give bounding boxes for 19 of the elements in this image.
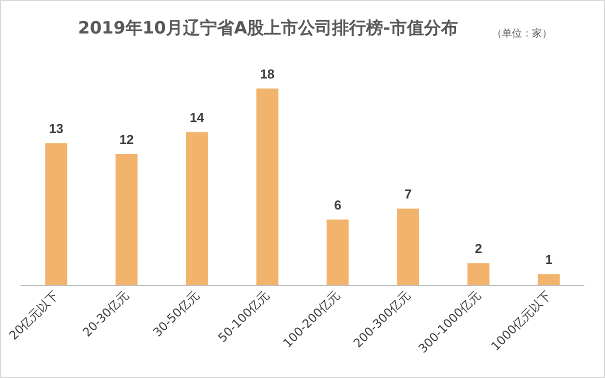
bar <box>45 143 68 285</box>
data-label: 7 <box>404 186 412 202</box>
data-label: 6 <box>334 198 342 213</box>
bar <box>186 132 208 285</box>
chart-subtitle: （单位：家） <box>492 28 552 40</box>
x-tick-label: 20亿元以下 <box>6 288 62 343</box>
data-label: 14 <box>190 110 205 126</box>
data-label: 13 <box>48 121 64 136</box>
bar <box>397 208 420 285</box>
bar <box>256 88 278 285</box>
bar <box>538 274 560 285</box>
data-label: 1 <box>545 252 552 268</box>
bar <box>467 263 490 285</box>
bar <box>326 220 349 285</box>
data-label: 2 <box>474 241 482 256</box>
data-label: 12 <box>119 132 134 148</box>
data-label: 18 <box>260 66 275 82</box>
chart-title: 2019年10月辽宁省A股上市公司排行榜-市值分布 <box>78 18 458 38</box>
bar <box>116 154 138 285</box>
